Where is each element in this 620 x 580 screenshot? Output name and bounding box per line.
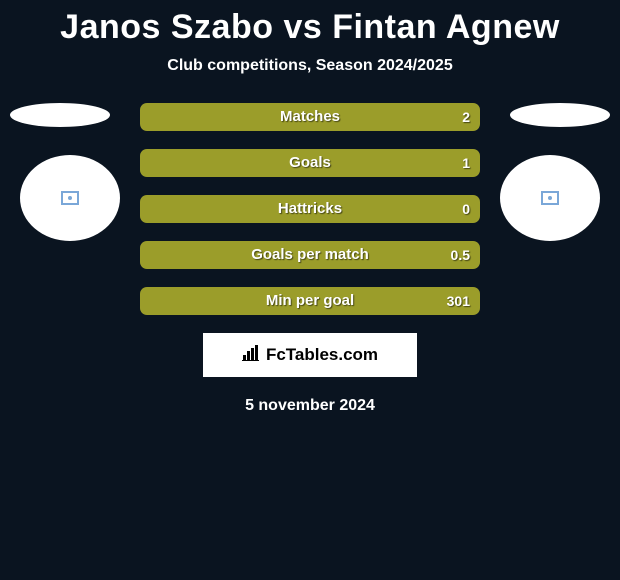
right-team-badge-shadow	[510, 103, 610, 127]
placeholder-dot	[68, 196, 72, 200]
brand-badge: FcTables.com	[203, 333, 417, 377]
bar-chart-icon	[242, 345, 262, 366]
left-team-badge-shadow	[10, 103, 110, 127]
right-player-photo	[500, 155, 600, 241]
stat-label: Goals	[140, 149, 480, 177]
stat-bar: Matches 2	[140, 103, 480, 131]
page-title: Janos Szabo vs Fintan Agnew	[0, 0, 620, 47]
stat-label: Min per goal	[140, 287, 480, 315]
stat-value: 0.5	[451, 241, 470, 269]
stat-bar: Goals 1	[140, 149, 480, 177]
image-placeholder-icon	[61, 191, 79, 205]
date-text: 5 november 2024	[0, 397, 620, 415]
stat-label: Matches	[140, 103, 480, 131]
stat-bar: Goals per match 0.5	[140, 241, 480, 269]
subtitle: Club competitions, Season 2024/2025	[0, 57, 620, 75]
stat-bar: Hattricks 0	[140, 195, 480, 223]
stat-value: 0	[462, 195, 470, 223]
stat-value: 1	[462, 149, 470, 177]
stat-value: 301	[447, 287, 470, 315]
left-player-photo	[20, 155, 120, 241]
stat-label: Hattricks	[140, 195, 480, 223]
stats-bars: Matches 2 Goals 1 Hattricks 0 Goals per …	[140, 103, 480, 315]
comparison-panel: Matches 2 Goals 1 Hattricks 0 Goals per …	[0, 103, 620, 415]
stat-value: 2	[462, 103, 470, 131]
placeholder-dot	[548, 196, 552, 200]
brand-text: FcTables.com	[242, 345, 378, 366]
image-placeholder-icon	[541, 191, 559, 205]
stat-bar: Min per goal 301	[140, 287, 480, 315]
brand-name: FcTables.com	[266, 345, 378, 365]
stat-label: Goals per match	[140, 241, 480, 269]
